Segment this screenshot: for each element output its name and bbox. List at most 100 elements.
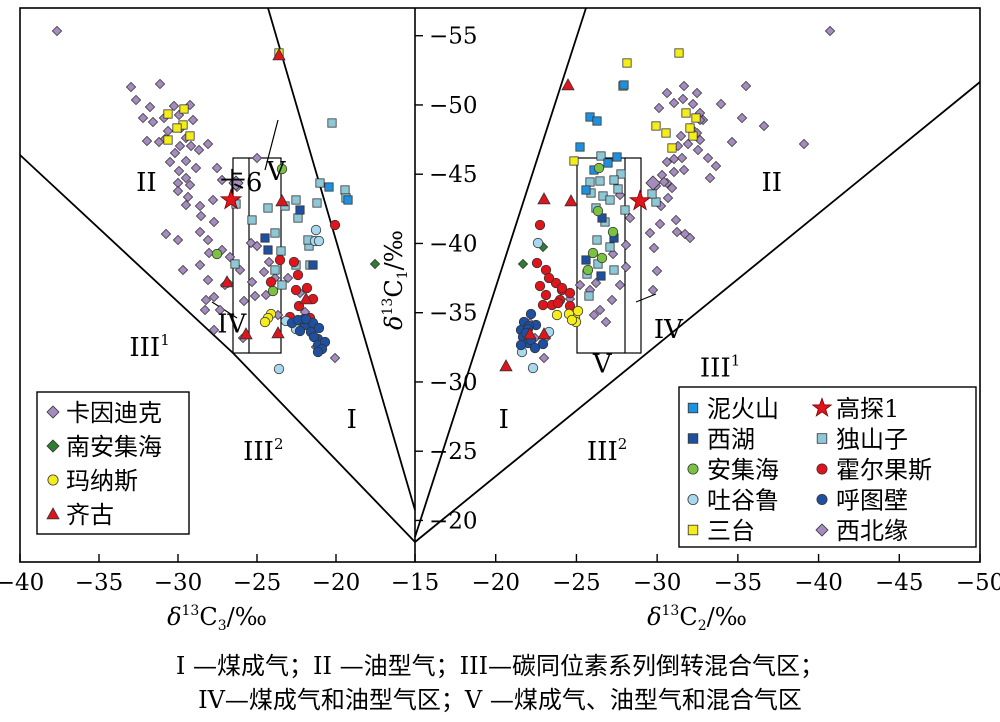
point-diamond bbox=[200, 294, 212, 306]
legend-marker bbox=[46, 439, 60, 453]
point-circle-green bbox=[276, 163, 288, 175]
point-diamond bbox=[168, 100, 180, 112]
point-diamond bbox=[654, 218, 666, 230]
point-circle-lightblue bbox=[310, 224, 322, 236]
x-tick-label: −45 bbox=[875, 570, 924, 596]
point-square-teal bbox=[291, 195, 301, 205]
caption-line-1: I —煤成气；II —油型气；III—碳同位素系列倒转混合气区； bbox=[175, 652, 825, 680]
point-diamond bbox=[174, 140, 186, 152]
point-diamond bbox=[125, 81, 137, 93]
point-diamond bbox=[258, 266, 270, 278]
divider-line bbox=[414, 7, 587, 538]
legend-marker bbox=[816, 433, 828, 444]
point-diamond bbox=[194, 200, 206, 212]
x-tick-label: −25 bbox=[552, 570, 601, 596]
point-circle-lightblue bbox=[527, 362, 539, 374]
legend-marker bbox=[815, 523, 829, 537]
point-diamond bbox=[590, 277, 602, 289]
legend-label: 独山子 bbox=[836, 426, 908, 454]
point-diamond bbox=[658, 176, 670, 188]
point-square-blue bbox=[619, 80, 629, 90]
region-label: V bbox=[266, 157, 287, 187]
point-circle-green bbox=[593, 162, 605, 174]
point-square-teal bbox=[247, 215, 257, 225]
legend-label: 安集海 bbox=[707, 456, 779, 484]
x-tick-label: −35 bbox=[714, 570, 763, 596]
point-diamond bbox=[798, 138, 810, 150]
point-square-teal bbox=[605, 195, 615, 205]
point-diamond-darkgreen bbox=[517, 258, 529, 270]
point-diamond bbox=[177, 264, 189, 276]
point-diamond bbox=[691, 87, 703, 99]
legend-label: 三台 bbox=[707, 517, 755, 545]
point-diamond bbox=[668, 97, 680, 109]
point-square-darkblue bbox=[260, 233, 270, 243]
point-diamond bbox=[251, 240, 263, 252]
point-diamond bbox=[606, 294, 618, 306]
legend-label: 高探1 bbox=[836, 395, 899, 423]
point-circle-red bbox=[531, 257, 543, 269]
point-circle-green bbox=[607, 226, 619, 238]
point-square-blue bbox=[581, 185, 591, 195]
y-tick-label: −35 bbox=[429, 301, 478, 327]
point-circle-darkblue bbox=[525, 308, 537, 320]
point-diamond bbox=[202, 274, 214, 286]
point-circle-red bbox=[274, 254, 286, 266]
point-diamond bbox=[668, 166, 680, 178]
point-square-teal bbox=[592, 235, 602, 245]
region-label: IV bbox=[654, 315, 684, 345]
point-diamond bbox=[675, 130, 687, 142]
point-square-teal bbox=[595, 176, 605, 186]
point-square-yellow bbox=[691, 113, 701, 123]
region-label: IV bbox=[217, 309, 247, 339]
point-square-teal bbox=[616, 169, 626, 179]
point-diamond bbox=[726, 136, 738, 148]
legend-label: 霍尔果斯 bbox=[836, 456, 932, 484]
point-square-yellow bbox=[569, 156, 579, 166]
point-triangle-red bbox=[299, 292, 313, 305]
point-circle-yellow bbox=[572, 305, 584, 317]
point-square-yellow bbox=[185, 131, 195, 141]
point-square-yellow bbox=[163, 109, 173, 119]
point-diamond bbox=[238, 295, 250, 307]
point-diamond bbox=[651, 265, 663, 277]
point-circle-darkblue bbox=[515, 339, 527, 351]
point-circle-red bbox=[564, 287, 576, 299]
point-diamond bbox=[194, 226, 206, 238]
point-circle-green bbox=[211, 248, 223, 260]
point-square-yellow bbox=[661, 128, 671, 138]
point-diamond bbox=[194, 259, 206, 271]
legend-marker bbox=[811, 397, 833, 417]
point-diamond bbox=[190, 162, 202, 174]
legend-label: 西湖 bbox=[707, 426, 755, 454]
point-square-teal bbox=[620, 205, 630, 215]
data-points bbox=[51, 25, 836, 375]
point-circle-red bbox=[288, 256, 300, 268]
y-tick-label: −55 bbox=[429, 24, 478, 50]
point-diamond bbox=[137, 112, 149, 124]
point-diamond-large bbox=[228, 175, 244, 191]
legend-marker bbox=[687, 433, 699, 444]
point-diamond bbox=[538, 352, 550, 364]
point-triangle-red bbox=[537, 192, 551, 205]
point-square-yellow bbox=[651, 121, 661, 131]
point-diamond bbox=[687, 98, 699, 110]
point-diamond bbox=[203, 247, 215, 259]
region-dividers bbox=[19, 7, 981, 543]
point-diamond bbox=[715, 98, 727, 110]
point-triangle-red bbox=[537, 327, 551, 340]
point-diamond bbox=[263, 256, 275, 268]
point-square-teal bbox=[293, 213, 303, 223]
point-circle-green bbox=[587, 247, 599, 259]
point-diamond bbox=[180, 199, 192, 211]
point-diamond bbox=[668, 153, 680, 165]
point-square-teal bbox=[613, 184, 623, 194]
point-triangle-red bbox=[271, 326, 285, 339]
point-circle-yellow bbox=[566, 314, 578, 326]
point-diamond bbox=[195, 210, 207, 222]
point-diamond bbox=[202, 234, 214, 246]
point-diamond bbox=[648, 242, 660, 254]
point-diamond bbox=[202, 138, 214, 150]
point-circle-red bbox=[534, 219, 546, 231]
point-circle-red bbox=[534, 280, 546, 292]
